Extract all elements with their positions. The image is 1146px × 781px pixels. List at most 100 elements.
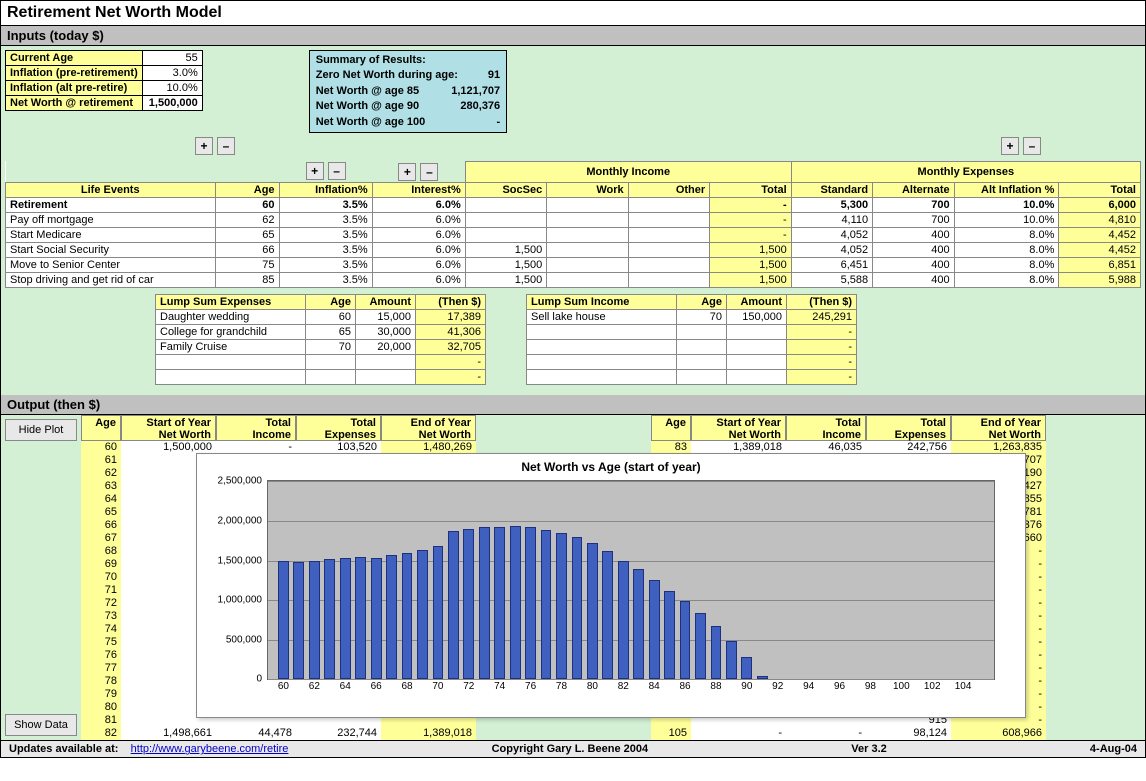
- col2-plus-button[interactable]: +: [398, 163, 416, 181]
- inputs-header: Inputs (today $): [1, 26, 1145, 46]
- expenses-plus-button[interactable]: +: [1001, 137, 1019, 155]
- summary-value: 91: [488, 68, 500, 83]
- summary-label: Net Worth @ age 85: [316, 84, 419, 99]
- footer-copyright: Copyright Gary L. Beene 2004: [492, 743, 649, 755]
- hdr-alternate: Alternate: [873, 183, 954, 198]
- output-cell: 81: [81, 714, 121, 727]
- footer-updates: Updates available at:: [9, 743, 118, 755]
- chart-bar: [309, 561, 320, 680]
- chart-x-label: 62: [309, 681, 320, 692]
- col1-minus-button[interactable]: –: [328, 162, 346, 180]
- lump-row[interactable]: -: [156, 355, 486, 370]
- lump-row[interactable]: -: [527, 325, 857, 340]
- inputs-minus-button[interactable]: –: [217, 137, 235, 155]
- lump-row[interactable]: -: [527, 355, 857, 370]
- chart-x-label: 104: [955, 681, 972, 692]
- chart-x-label: 68: [401, 681, 412, 692]
- event-row[interactable]: Move to Senior Center753.5%6.0%1,5001,50…: [6, 258, 1141, 273]
- col2-minus-button[interactable]: –: [420, 163, 438, 181]
- output-cell: -: [691, 727, 786, 740]
- inputs-table: Current Age 55 Inflation (pre-retirement…: [5, 50, 203, 111]
- expenses-minus-button[interactable]: –: [1023, 137, 1041, 155]
- footer-date: 4-Aug-04: [1090, 743, 1137, 755]
- output-cell: 68: [81, 545, 121, 558]
- lump-row[interactable]: -: [527, 340, 857, 355]
- chart-x-label: 82: [618, 681, 629, 692]
- chart-x-label: 78: [556, 681, 567, 692]
- summary-label: Zero Net Worth during age:: [316, 68, 458, 83]
- lump-inc-hdr-then: (Then $): [787, 295, 857, 310]
- chart-y-label: 1,000,000: [218, 595, 263, 606]
- chart-bar: [572, 537, 583, 680]
- app-title: Retirement Net Worth Model: [1, 1, 1145, 26]
- output-cell: 79: [81, 688, 121, 701]
- footer: Updates available at: http://www.garybee…: [1, 740, 1145, 757]
- chart-x-label: 64: [340, 681, 351, 692]
- lump-row[interactable]: Daughter wedding6015,00017,389: [156, 310, 486, 325]
- output-cell: 71: [81, 584, 121, 597]
- chart-x-label: 86: [680, 681, 691, 692]
- lump-row[interactable]: Family Cruise7020,00032,705: [156, 340, 486, 355]
- inputs-plus-button[interactable]: +: [195, 137, 213, 155]
- event-row[interactable]: Pay off mortgage623.5%6.0%-4,11070010.0%…: [6, 213, 1141, 228]
- chart-x-label: 70: [432, 681, 443, 692]
- chart-y-label: 2,000,000: [218, 516, 263, 527]
- summary-title: Summary of Results:: [316, 53, 500, 68]
- hide-plot-button[interactable]: Hide Plot: [5, 419, 77, 441]
- label-inflation-pre: Inflation (pre-retirement): [6, 66, 143, 81]
- events-table: + – + – Monthly Income Monthly Expenses …: [5, 161, 1141, 289]
- lump-row[interactable]: Sell lake house70150,000245,291: [527, 310, 857, 325]
- event-row[interactable]: Start Social Security663.5%6.0%1,5001,50…: [6, 243, 1141, 258]
- hdr-other: Other: [628, 183, 709, 198]
- output-cell: 67: [81, 532, 121, 545]
- chart-bar: [371, 558, 382, 680]
- output-cell: 1,389,018: [381, 727, 476, 740]
- chart-plot: 0500,0001,000,0001,500,0002,000,0002,500…: [267, 480, 995, 680]
- chart-x-label: 98: [865, 681, 876, 692]
- output-cell: 62: [81, 467, 121, 480]
- value-inflation-pre[interactable]: 3.0%: [142, 66, 202, 81]
- event-row[interactable]: Stop driving and get rid of car853.5%6.0…: [6, 273, 1141, 288]
- show-data-button[interactable]: Show Data: [5, 714, 77, 736]
- output-cell: 76: [81, 649, 121, 662]
- monthly-expenses-header: Monthly Expenses: [791, 161, 1140, 183]
- value-networth-ret[interactable]: 1,500,000: [142, 96, 202, 111]
- chart-bar: [741, 657, 752, 679]
- chart-bar: [402, 553, 413, 680]
- col1-plus-button[interactable]: +: [306, 162, 324, 180]
- lump-exp-hdr-amt: Amount: [356, 295, 416, 310]
- lump-row[interactable]: College for grandchild6530,00041,306: [156, 325, 486, 340]
- value-current-age[interactable]: 55: [142, 51, 202, 66]
- output-panel: Hide Plot Show Data Age60616263646566676…: [1, 415, 1145, 740]
- output-cell: 72: [81, 597, 121, 610]
- hdr-inflation: Inflation%: [279, 183, 372, 198]
- summary-value: 1,121,707: [451, 84, 500, 99]
- event-row[interactable]: Start Medicare653.5%6.0%-4,0524008.0%4,4…: [6, 228, 1141, 243]
- output-cell: 608,966: [951, 727, 1046, 740]
- inputs-panel: Current Age 55 Inflation (pre-retirement…: [1, 46, 1145, 395]
- lump-exp-hdr-then: (Then $): [416, 295, 486, 310]
- event-row[interactable]: Retirement603.5%6.0%-5,30070010.0%6,000: [6, 198, 1141, 213]
- output-cell: 232,744: [296, 727, 381, 740]
- footer-link[interactable]: http://www.garybeene.com/retire: [131, 743, 289, 755]
- value-inflation-alt[interactable]: 10.0%: [142, 81, 202, 96]
- lump-inc-hdr-amt: Amount: [727, 295, 787, 310]
- chart: Net Worth vs Age (start of year) 0500,00…: [196, 453, 1026, 718]
- lump-row[interactable]: -: [156, 370, 486, 385]
- lump-row[interactable]: -: [527, 370, 857, 385]
- output-cell: 75: [81, 636, 121, 649]
- output-cell: 78: [81, 675, 121, 688]
- output-cell: 69: [81, 558, 121, 571]
- monthly-income-header: Monthly Income: [465, 161, 791, 183]
- output-cell: 98,124: [866, 727, 951, 740]
- hdr-age: Age: [215, 183, 279, 198]
- lump-inc-title: Lump Sum Income: [527, 295, 677, 310]
- app-window: Retirement Net Worth Model Inputs (today…: [0, 0, 1146, 758]
- summary-box: Summary of Results: Zero Net Worth durin…: [309, 50, 507, 133]
- output-cell: 70: [81, 571, 121, 584]
- output-cell: -: [786, 727, 866, 740]
- footer-version: Ver 3.2: [851, 743, 886, 755]
- chart-y-label: 1,500,000: [218, 555, 263, 566]
- lump-expenses-table: Lump Sum Expenses Age Amount (Then $) Da…: [155, 294, 486, 385]
- summary-value: 280,376: [460, 99, 500, 114]
